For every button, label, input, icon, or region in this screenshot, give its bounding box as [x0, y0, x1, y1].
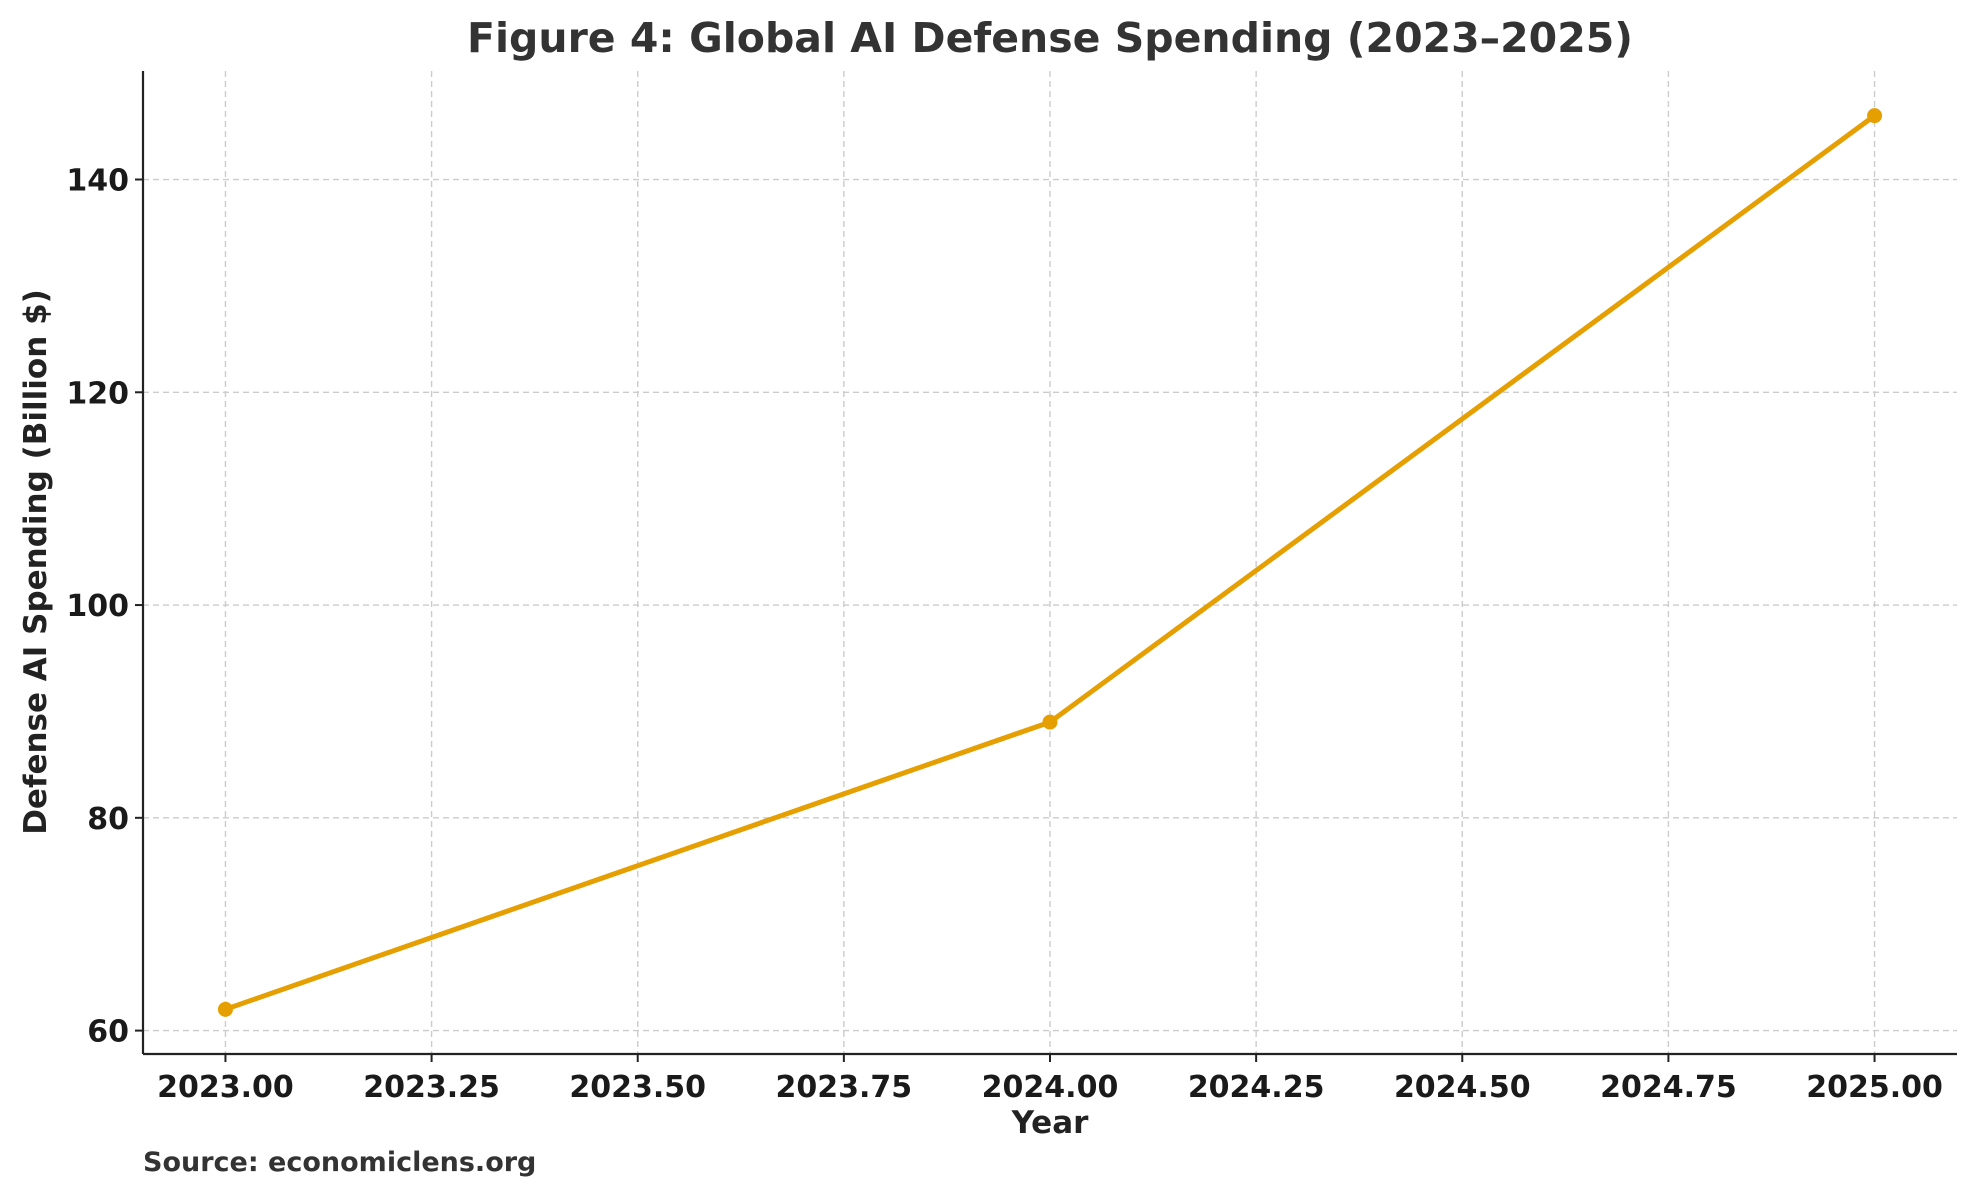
- x-tick-label: 2023.00: [157, 1070, 294, 1105]
- x-tick-label: 2024.25: [1188, 1070, 1325, 1105]
- y-tick-label: 60: [87, 1015, 129, 1050]
- x-tick-label: 2023.50: [569, 1070, 706, 1105]
- x-tick-label: 2024.50: [1394, 1070, 1531, 1105]
- source-note: Source: economiclens.org: [143, 1147, 536, 1178]
- y-axis-label: Defense AI Spending (Billion $): [18, 289, 54, 835]
- x-tick-label: 2023.25: [363, 1070, 500, 1105]
- data-point: [217, 1001, 233, 1017]
- x-axis-ticks: 2023.00 2023.25 2023.50 2023.75 2024.00 2024.…: [157, 1054, 1943, 1105]
- data-point: [1867, 108, 1883, 124]
- data-point: [1042, 714, 1058, 730]
- chart-title: Figure 4: Global AI Defense Spending (20…: [467, 14, 1633, 62]
- x-tick-label: 2024.75: [1600, 1070, 1737, 1105]
- y-axis-ticks: 60 80 100 120 140: [66, 164, 143, 1050]
- series-layer: [217, 108, 1883, 1017]
- x-tick-label: 2024.00: [982, 1070, 1119, 1105]
- y-tick-label: 120: [66, 376, 129, 411]
- x-tick-label: 2023.75: [776, 1070, 913, 1105]
- y-tick-label: 100: [66, 589, 129, 624]
- grid: [143, 71, 1957, 1054]
- y-tick-label: 140: [66, 164, 129, 199]
- x-axis-label: Year: [1011, 1105, 1090, 1141]
- x-tick-label: 2025.00: [1806, 1070, 1943, 1105]
- y-tick-label: 80: [87, 802, 129, 837]
